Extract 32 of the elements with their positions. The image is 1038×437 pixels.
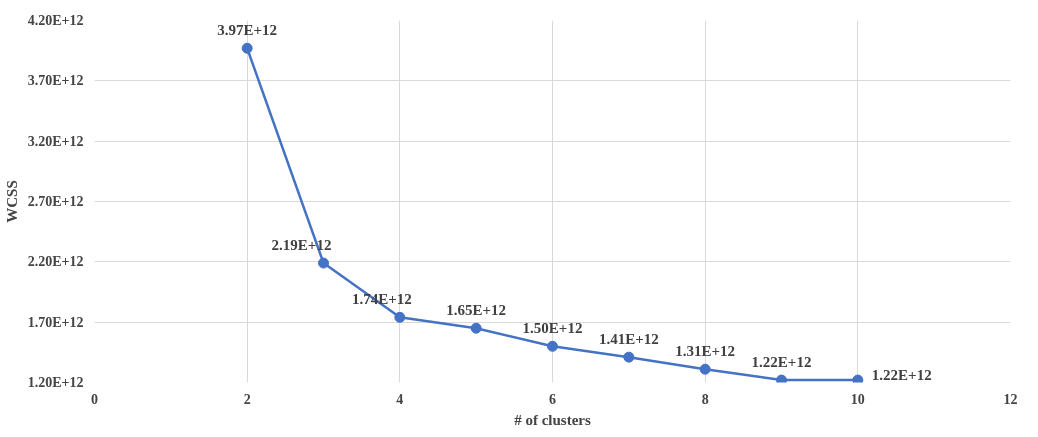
x-tick-label: 0 [91, 391, 98, 407]
data-label: 3.97E+12 [217, 22, 278, 39]
point [852, 374, 864, 383]
y-tick-label: 4.20E+12 [27, 13, 84, 28]
point [623, 351, 635, 363]
x-tick-label: 4 [396, 391, 404, 407]
y-tick-label: 1.20E+12 [27, 375, 84, 390]
x-tick-label: 8 [701, 391, 709, 407]
y-tick-label: 3.70E+12 [27, 73, 84, 89]
point [241, 42, 253, 54]
y-tick-label: 2.20E+12 [27, 254, 84, 270]
data-label: 1.65E+12 [446, 302, 507, 319]
point [699, 363, 711, 375]
x-tick-label: 6 [549, 391, 556, 407]
data-label: 1.22E+12 [871, 367, 932, 384]
y-tick-label: 2.70E+12 [27, 194, 84, 209]
point [547, 340, 558, 352]
x-tick-label: 2 [243, 391, 251, 407]
y-tick-label: 1.70E+12 [27, 314, 84, 330]
point [394, 311, 406, 323]
data-label: 1.22E+12 [751, 354, 812, 371]
y-tick-label: 3.20E+12 [27, 133, 84, 149]
x-tick-label: 12 [1003, 391, 1018, 407]
data-label: 1.50E+12 [522, 320, 583, 337]
x-tick-label: 10 [850, 391, 865, 407]
point [318, 257, 329, 269]
point [776, 374, 787, 383]
y-axis-title: WCSS [3, 180, 20, 223]
point [470, 322, 482, 334]
data-label: 1.41E+12 [598, 331, 659, 348]
data-label: 1.31E+12 [675, 343, 736, 360]
x-axis-title: # of clusters [514, 411, 591, 428]
